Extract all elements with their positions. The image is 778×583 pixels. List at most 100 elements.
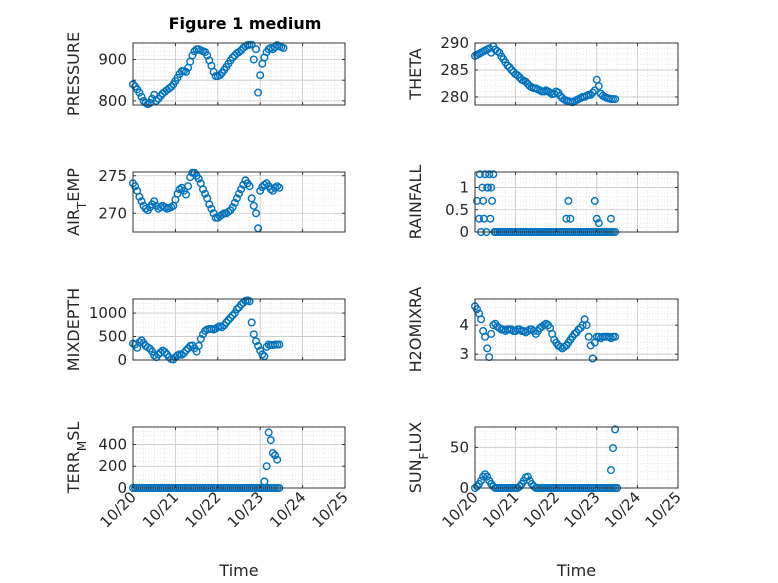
data-point [237,185,246,194]
y-tick-label: 0 [459,479,469,497]
data-point [488,196,497,205]
data-point [266,436,275,445]
panel-mixdepth: 0 500 1000 MIXDEPTH [64,288,346,371]
y-axis-label: PRESSURE [64,32,83,116]
minor-grid [132,298,346,361]
data-point [226,313,235,322]
tick-marks [132,299,346,361]
data-point [275,340,284,349]
data-point [586,90,595,99]
data-point [247,318,256,327]
axes-box [132,42,346,106]
data-point [249,201,258,210]
tick-marks [474,427,679,489]
data-point [152,96,161,105]
data-point [256,71,265,80]
data-point [258,350,267,359]
data-point [198,185,207,194]
data-point [207,204,216,213]
x-axis-label: Time [556,561,596,580]
data-point [260,477,269,486]
y-axis-label: H2OMIXRA [406,287,425,373]
y-tick-label: 500 [98,328,127,346]
data-point [611,425,620,434]
y-tick-label: 280 [440,88,469,106]
data-point [609,444,618,453]
y-axis-label: TERRMSL [64,422,89,495]
data-point [503,61,512,70]
minor-grid [474,427,679,489]
panel-rainfall: 0 0.5 1 RAINFALL [406,165,679,241]
y-tick-label: 275 [98,167,127,185]
data-point [513,71,522,80]
y-axis-label: RAINFALL [406,165,425,240]
y-tick-label: 400 [98,435,127,453]
y-tick-label: 900 [98,51,127,69]
data-point [203,51,212,60]
data-point [150,197,159,206]
data-point [271,451,280,460]
tick-marks [132,43,346,105]
data-point [150,351,159,360]
y-tick-label: 0.5 [445,201,469,219]
data-point [264,428,273,437]
y-axis-label: AIRTEMP [64,168,89,236]
data-point [590,86,599,95]
y-tick-label: 0 [459,223,469,241]
data-point [188,51,197,60]
data-point [177,350,186,359]
data-point [245,297,254,306]
data-point [279,44,288,53]
data-point [201,189,210,198]
x-tick-label: 10/24 [266,488,309,531]
y-tick-label: 1000 [89,304,127,322]
data-point [217,323,226,332]
data-point [234,48,243,57]
axes-box [474,298,679,361]
data-point [484,183,493,192]
tick-marks [474,172,679,233]
data-point [611,95,620,104]
y-tick-label: 3 [459,345,469,363]
data-point [205,200,214,209]
data-point [592,214,601,223]
figure-title: Figure 1 medium [169,14,322,33]
data-point [487,183,496,192]
data-point [181,346,190,355]
y-tick-label: 0 [117,351,127,369]
tick-marks [132,172,346,232]
data-point [486,214,495,223]
tick-marks [132,427,346,489]
axes-box [474,426,679,489]
axes-box [474,42,679,106]
y-tick-label: 50 [450,438,469,456]
data-point [251,209,260,218]
y-tick-label: 290 [440,34,469,52]
y-axis-label: THETA [406,48,425,100]
axes-box [474,171,679,233]
data-point [131,182,140,191]
data-point [493,47,502,56]
data-point [275,183,284,192]
axes-box [132,426,346,489]
data-point [477,476,486,485]
x-tick-label: 10/25 [309,488,352,531]
data-point [249,55,258,64]
x-tick-label: 10/23 [224,488,267,531]
data-point [475,170,484,179]
y-tick-label: 285 [440,61,469,79]
data-point [141,204,150,213]
data-point [135,88,144,97]
markers [128,40,288,109]
data-point [582,321,591,330]
data-point [137,92,146,101]
data-point [135,192,144,201]
data-point [251,337,260,346]
data-point [232,305,241,314]
y-axis-label: MIXDEPTH [64,288,83,371]
panel-h2omixra: 3 4 H2OMIXRA [406,287,679,373]
data-point [483,344,492,353]
minor-grid [474,172,679,232]
data-point [209,209,218,218]
